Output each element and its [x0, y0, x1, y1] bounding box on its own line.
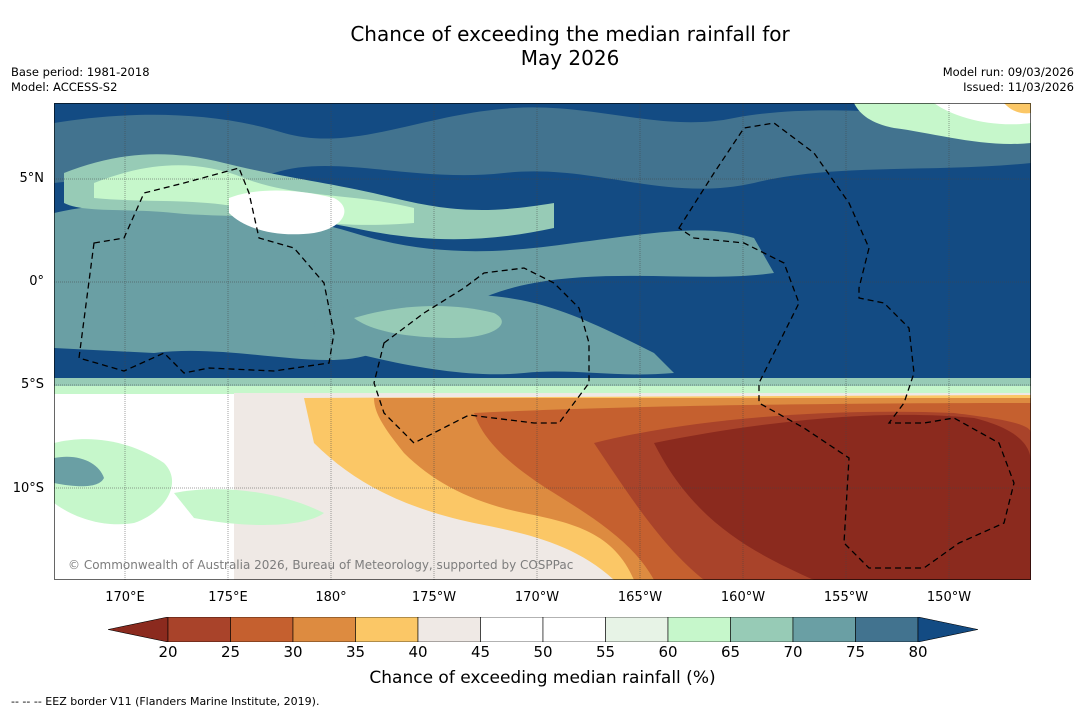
band-5s-green — [54, 378, 1031, 386]
model-name: Model: ACCESS-S2 — [11, 80, 118, 94]
cb-tick-55: 55 — [595, 643, 616, 661]
colorbar-segment-30-35 — [292, 617, 356, 642]
zone-sw-green-2 — [174, 489, 324, 525]
lon-label-175e: 175°E — [208, 590, 248, 605]
zone-equator-teal — [54, 202, 774, 361]
eez-kiribati-west — [78, 167, 335, 374]
zone-north-white — [229, 190, 345, 235]
cb-tick-35: 35 — [345, 643, 366, 661]
graticule — [54, 103, 1031, 580]
colorbar-segment-25-30 — [230, 617, 294, 642]
colorbar-segment-45-50 — [480, 617, 544, 642]
cb-tick-75: 75 — [845, 643, 866, 661]
eez-borders — [78, 122, 1015, 569]
copyright-notice: © Commonwealth of Australia 2026, Bureau… — [68, 558, 574, 572]
lat-label-0: 0° — [29, 274, 44, 289]
colorbar-segment-65-70 — [730, 617, 794, 642]
colorbar-segment-70-75 — [792, 617, 856, 642]
lat-label-5n: 5°N — [19, 171, 45, 186]
zone-ne-yellow — [1004, 103, 1031, 114]
cb-tick-80: 80 — [908, 643, 928, 661]
lon-label-175w: 175°W — [411, 590, 457, 605]
cb-tick-65: 65 — [720, 643, 741, 661]
band-5s-light — [54, 386, 1031, 394]
eez-east — [678, 122, 1015, 569]
colorbar-segment-50-55 — [542, 617, 606, 642]
lon-label-155w: 155°W — [823, 590, 869, 605]
lon-label-165w: 165°W — [617, 590, 663, 605]
colorbar-segment-60-65 — [667, 617, 731, 642]
cb-tick-25: 25 — [220, 643, 241, 661]
colorbar-segment-40-45 — [417, 617, 481, 642]
lat-label-5s: 5°S — [20, 377, 44, 392]
colorbar-segment-75-80 — [855, 617, 919, 642]
zone-south-darkbrown — [654, 414, 1031, 580]
colorbar — [108, 617, 978, 642]
lon-label-180: 180° — [315, 590, 347, 605]
cb-tick-60: 60 — [658, 643, 678, 661]
lon-label-150w: 150°W — [926, 590, 972, 605]
model-run: Model run: 09/03/2026 — [942, 65, 1074, 79]
lon-label-170e: 170°E — [105, 590, 145, 605]
map-title: Chance of exceeding the median rainfall … — [0, 22, 1085, 70]
cb-tick-40: 40 — [408, 643, 428, 661]
cb-tick-20: 20 — [158, 643, 178, 661]
cb-tick-45: 45 — [470, 643, 491, 661]
cb-tick-50: 50 — [533, 643, 553, 661]
colorbar-extend-high — [917, 617, 978, 642]
lon-label-170w: 170°W — [514, 590, 560, 605]
rainfall-map — [54, 103, 1031, 580]
issued-date: Issued: 11/03/2026 — [963, 80, 1074, 94]
zone-north-teal — [54, 107, 1031, 189]
cb-tick-30: 30 — [283, 643, 303, 661]
map-frame — [54, 103, 1031, 580]
meta-left: Base period: 1981-2018 Model: ACCESS-S2 — [11, 65, 150, 95]
zone-sw-teal — [54, 456, 104, 487]
title-line-1: Chance of exceeding the median rainfall … — [350, 22, 790, 46]
title-line-2: May 2026 — [520, 46, 620, 70]
base-period: Base period: 1981-2018 — [11, 65, 150, 79]
zone-ne-white — [934, 103, 1031, 125]
cb-tick-70: 70 — [783, 643, 803, 661]
colorbar-label: Chance of exceeding median rainfall (%) — [369, 668, 716, 688]
eez-central — [373, 267, 590, 444]
colorbar-segment-35-40 — [355, 617, 419, 642]
colorbar-extend-low — [108, 617, 169, 642]
meta-right: Model run: 09/03/2026 Issued: 11/03/2026 — [943, 65, 1074, 95]
colorbar-segment-55-60 — [605, 617, 669, 642]
zone-central-green — [354, 306, 502, 338]
eez-legend: -- -- -- EEZ border V11 (Flanders Marine… — [11, 695, 320, 708]
lat-label-10s: 10°S — [12, 481, 44, 496]
colorbar-segment-20-25 — [167, 617, 231, 642]
lon-label-160w: 160°W — [720, 590, 766, 605]
